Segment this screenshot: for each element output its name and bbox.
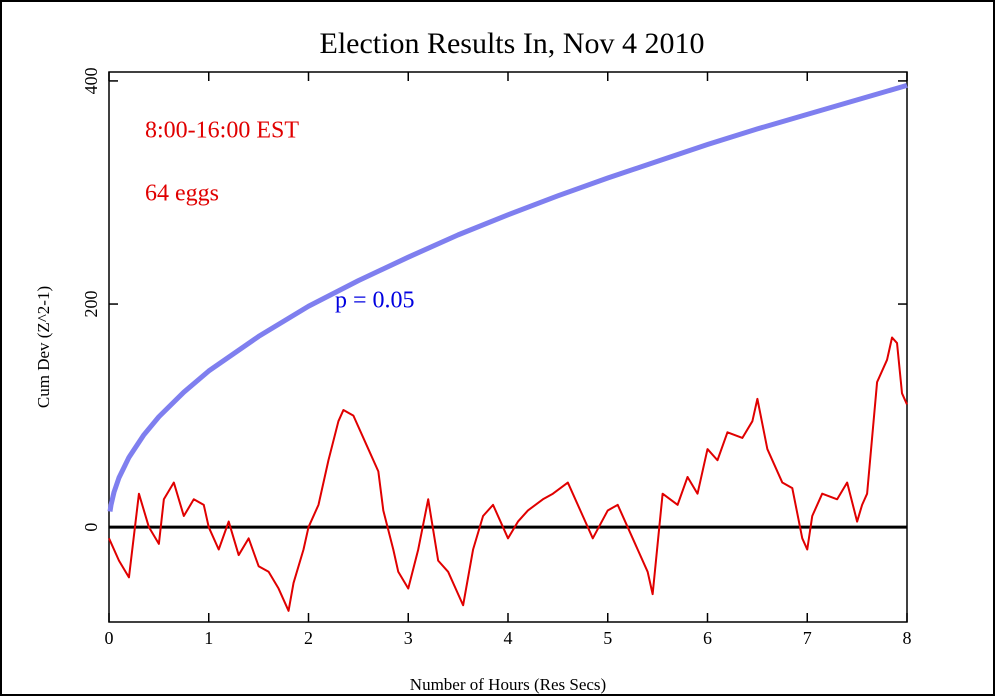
x-tick-label: 3	[404, 628, 413, 648]
x-tick-label: 4	[504, 628, 513, 648]
y-tick-label: 200	[81, 291, 101, 318]
x-tick-label: 7	[803, 628, 812, 648]
x-tick-label: 6	[703, 628, 712, 648]
x-tick-label: 2	[304, 628, 313, 648]
x-axis-label: Number of Hours (Res Secs)	[410, 675, 606, 694]
series-line	[108, 336, 908, 612]
x-tick-label: 0	[105, 628, 114, 648]
y-tick-label: 0	[81, 523, 101, 532]
x-tick-label: 1	[204, 628, 213, 648]
x-tick-label: 8	[903, 628, 912, 648]
chart-title: Election Results In, Nov 4 2010	[320, 27, 705, 60]
series-line	[107, 82, 908, 512]
x-tick-label: 5	[603, 628, 612, 648]
y-axis-label: Cum Dev (Z^2-1)	[34, 286, 53, 408]
annotation: 8:00-16:00 EST	[145, 118, 299, 144]
y-tick-label: 400	[81, 67, 101, 94]
annotation: p = 0.05	[335, 288, 415, 314]
annotation: 64 eggs	[145, 181, 219, 207]
